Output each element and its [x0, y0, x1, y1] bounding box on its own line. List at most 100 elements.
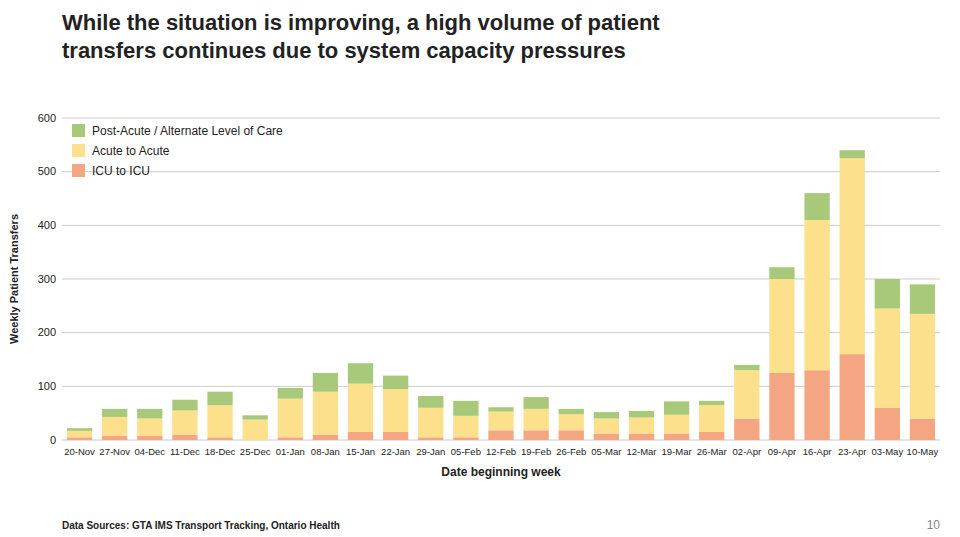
- bar: [418, 408, 443, 438]
- chart: While the situation is improving, a high…: [0, 0, 960, 537]
- bar: [278, 437, 303, 440]
- bar: [207, 392, 232, 405]
- bar: [102, 417, 127, 436]
- bar: [243, 420, 268, 440]
- legend-label: Post-Acute / Alternate Level of Care: [92, 124, 283, 138]
- bar: [804, 370, 829, 440]
- bar: [699, 401, 724, 405]
- bar: [348, 432, 373, 440]
- bar: [207, 405, 232, 437]
- x-axis-label: Date beginning week: [441, 465, 561, 479]
- bars: [67, 150, 935, 440]
- bar: [734, 419, 759, 440]
- bar: [172, 435, 197, 440]
- x-tick-label: 25-Dec: [240, 446, 271, 457]
- y-tick-label: 400: [38, 219, 56, 231]
- bar: [910, 314, 935, 419]
- bar: [629, 411, 654, 417]
- grid: [62, 118, 940, 440]
- bar: [172, 400, 197, 411]
- bar: [910, 419, 935, 440]
- bar: [629, 434, 654, 440]
- legend-label: Acute to Acute: [92, 144, 170, 158]
- bar: [523, 397, 548, 409]
- bar: [769, 267, 794, 279]
- x-tick-label: 04-Dec: [134, 446, 165, 457]
- x-tick-label: 01-Jan: [276, 446, 305, 457]
- bar: [769, 279, 794, 373]
- legend-swatch: [72, 144, 85, 157]
- y-tick-label: 100: [38, 380, 56, 392]
- grid-line: [62, 118, 940, 119]
- bar: [629, 417, 654, 433]
- title-line: While the situation is improving, a high…: [62, 10, 660, 35]
- x-tick-label: 12-Mar: [626, 446, 656, 457]
- bar: [453, 437, 478, 440]
- bar: [664, 434, 689, 440]
- bar: [278, 388, 303, 399]
- legend: Post-Acute / Alternate Level of Care Acut…: [72, 124, 283, 178]
- bar: [559, 414, 584, 430]
- grid-line: [62, 171, 940, 172]
- bar: [137, 409, 162, 419]
- bar: [488, 412, 513, 431]
- y-tick-label: 300: [38, 273, 56, 285]
- bar: [664, 401, 689, 414]
- bar: [278, 399, 303, 438]
- x-tick-label: 23-Apr: [838, 446, 867, 457]
- x-tick-label: 22-Jan: [381, 446, 410, 457]
- bar: [102, 436, 127, 440]
- bar: [348, 363, 373, 383]
- bar: [523, 430, 548, 440]
- bar: [594, 419, 619, 434]
- bar: [172, 410, 197, 434]
- bar: [67, 428, 92, 431]
- bar: [804, 220, 829, 370]
- series: [67, 150, 935, 431]
- bar: [804, 193, 829, 220]
- bar: [840, 150, 865, 158]
- bar: [594, 412, 619, 418]
- legend-label: ICU to ICU: [92, 164, 150, 178]
- bar: [875, 408, 900, 440]
- x-tick-label: 18-Dec: [205, 446, 236, 457]
- bar: [559, 430, 584, 440]
- bar: [734, 370, 759, 418]
- title: While the situation is improving, a high…: [62, 10, 660, 63]
- bar: [875, 309, 900, 408]
- x-tick-label: 26-Feb: [556, 446, 586, 457]
- title-line: transfers continues due to system capaci…: [62, 38, 626, 63]
- x-tick-label: 05-Feb: [451, 446, 481, 457]
- y-tick-label: 600: [38, 112, 56, 124]
- x-tick-label: 15-Jan: [346, 446, 375, 457]
- bar: [875, 279, 900, 309]
- bar: [734, 365, 759, 370]
- bar: [67, 431, 92, 437]
- x-tick-label: 03-May: [871, 446, 903, 457]
- bar: [313, 392, 338, 435]
- bar: [488, 407, 513, 411]
- bar: [840, 158, 865, 354]
- bar: [453, 416, 478, 437]
- legend-swatch: [72, 124, 85, 137]
- bar: [348, 384, 373, 432]
- bar: [559, 409, 584, 414]
- y-axis-label: Weekly Patient Transfers: [8, 214, 20, 344]
- x-tick-label: 12-Feb: [486, 446, 516, 457]
- bar: [383, 376, 408, 389]
- bar: [137, 419, 162, 436]
- bar: [699, 405, 724, 432]
- bar: [594, 434, 619, 440]
- y-tick-label: 200: [38, 326, 56, 338]
- x-tick-label: 16-Apr: [803, 446, 832, 457]
- x-tick-label: 05-Mar: [591, 446, 621, 457]
- bar: [67, 437, 92, 440]
- x-tick-label: 02-Apr: [733, 446, 762, 457]
- bar: [102, 409, 127, 417]
- x-tick-label: 09-Apr: [768, 446, 797, 457]
- bar: [418, 396, 443, 408]
- x-tick-label: 29-Jan: [416, 446, 445, 457]
- x-tick-label: 10-May: [907, 446, 939, 457]
- bar: [383, 432, 408, 440]
- y-tick-label: 0: [50, 434, 56, 446]
